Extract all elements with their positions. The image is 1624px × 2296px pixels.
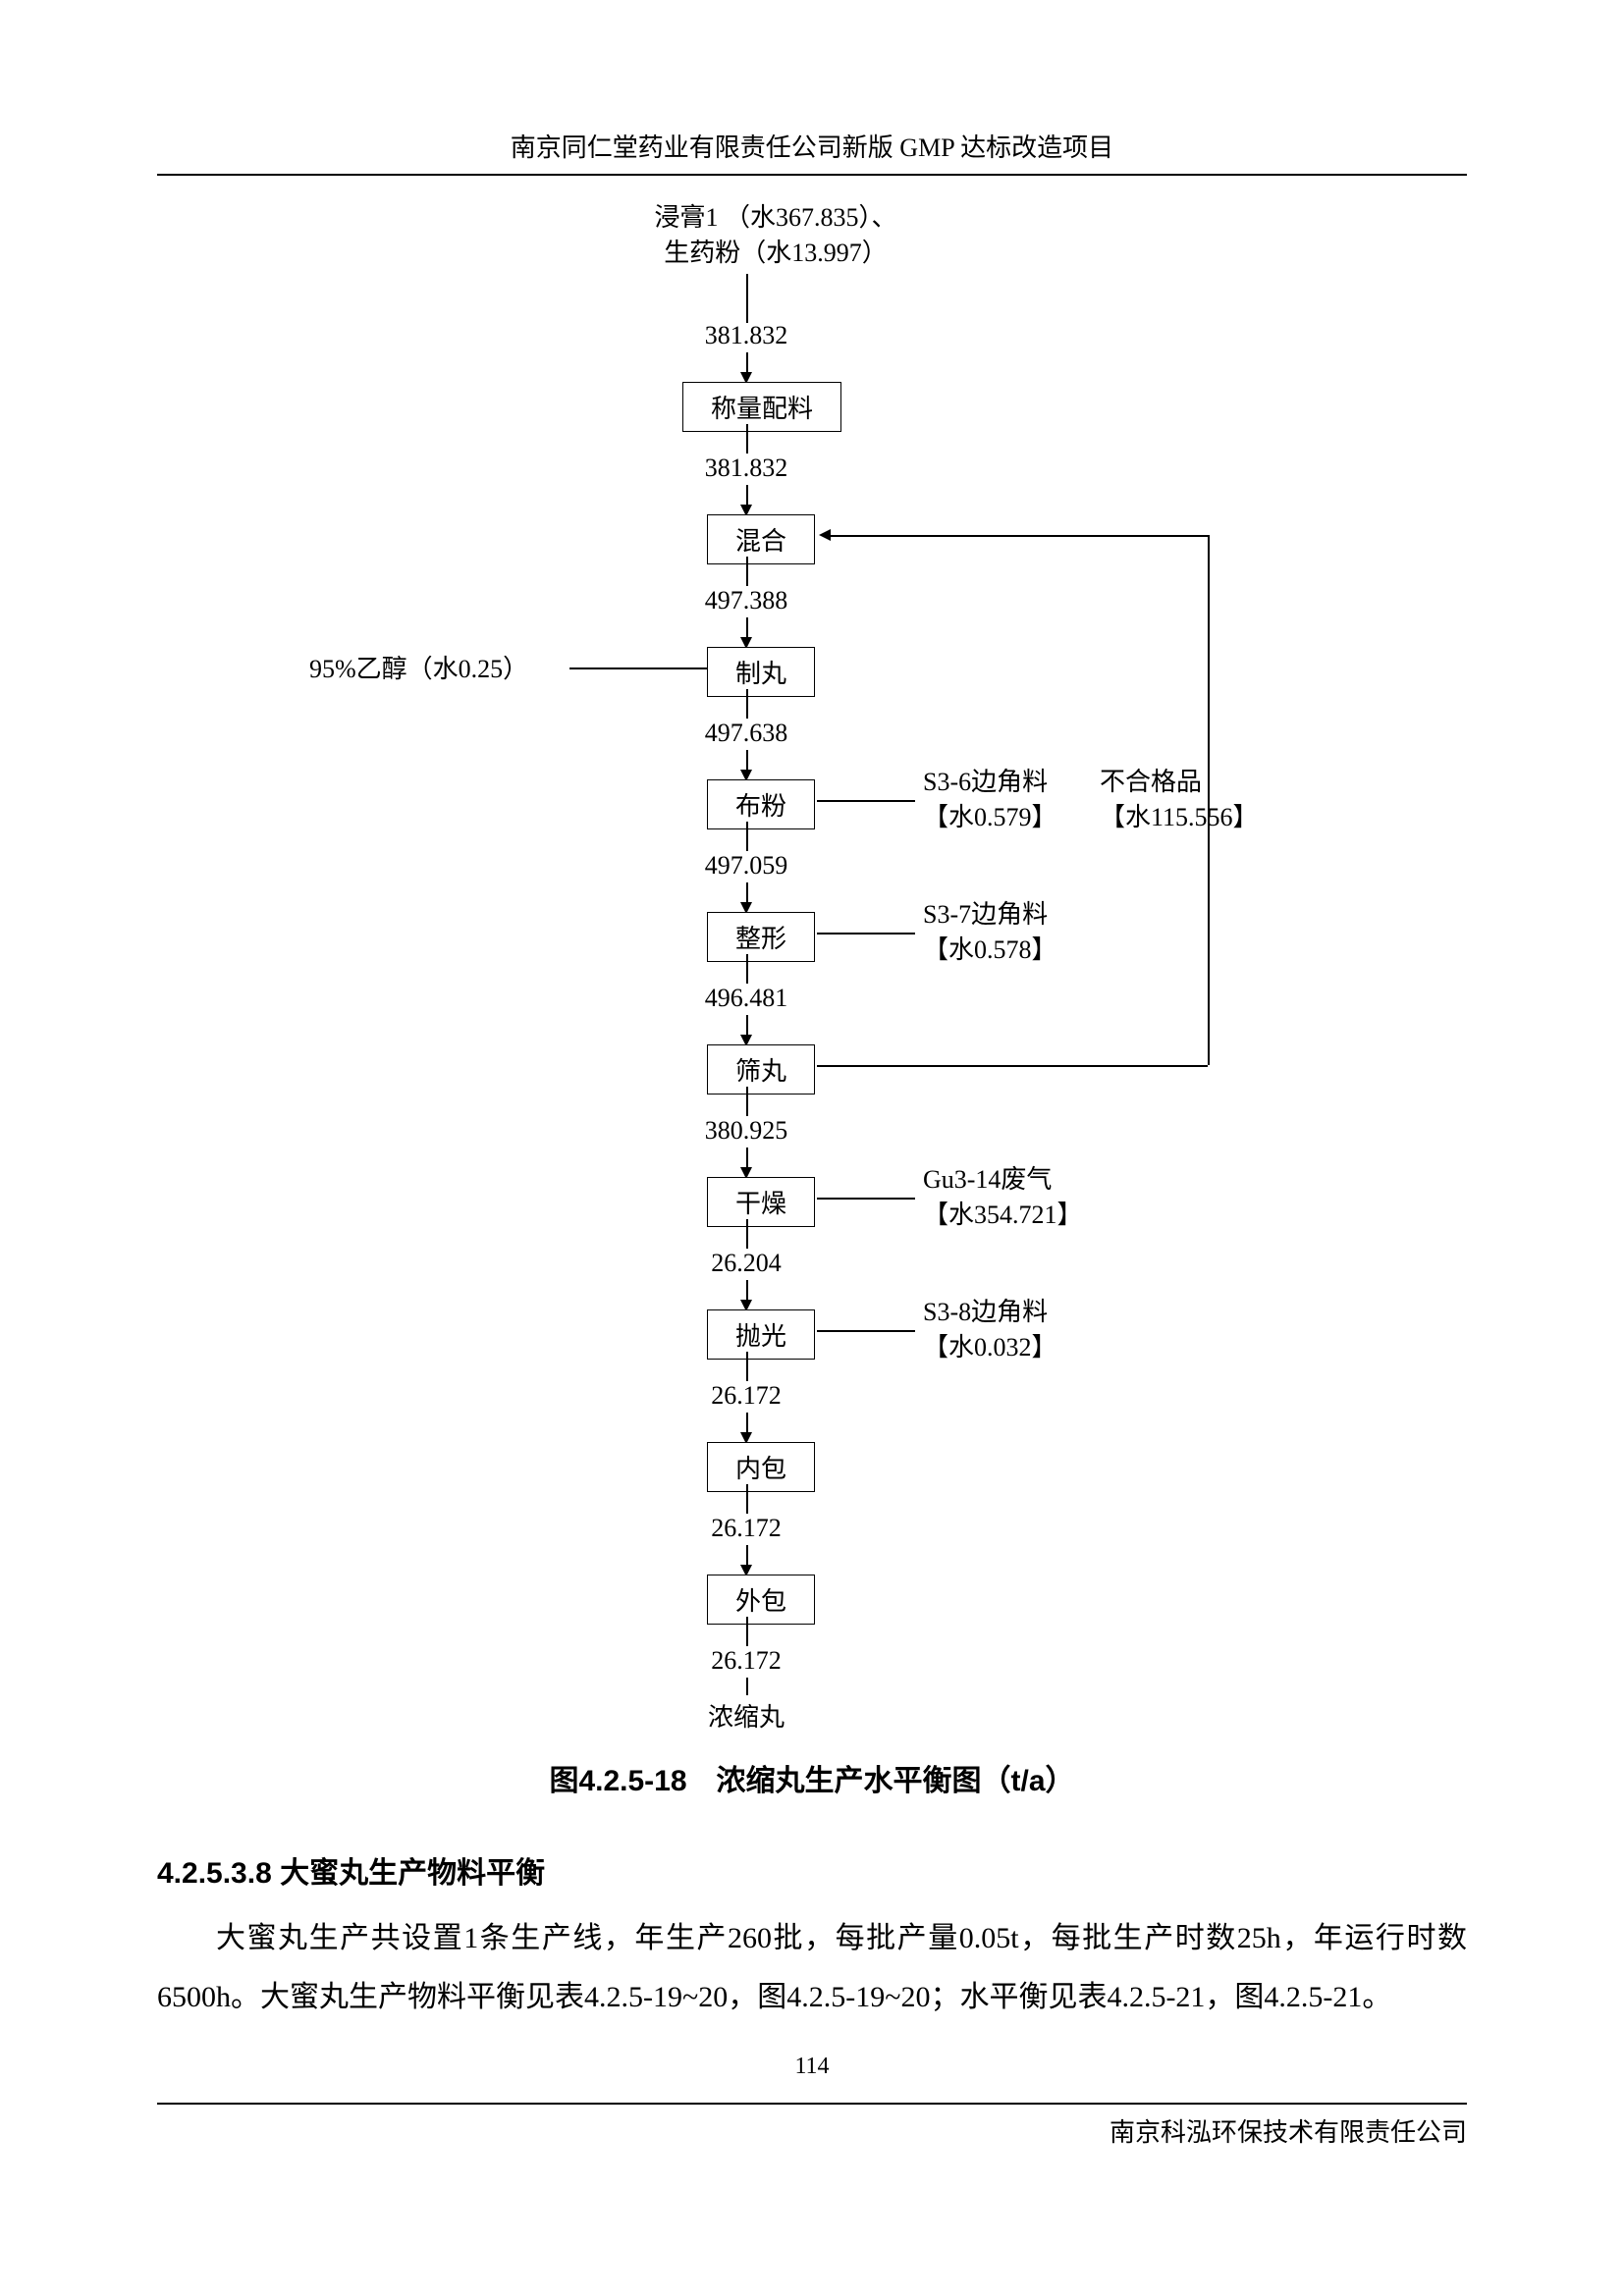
side-line2: 【水0.032】 [923, 1333, 1057, 1362]
flow-line [746, 485, 748, 507]
flow-line [746, 1484, 748, 1514]
flow-line [746, 1545, 748, 1567]
flow-node-shape: 整形 [707, 912, 815, 962]
flow-value: 497.388 [687, 586, 805, 615]
flow-line [746, 617, 748, 639]
flow-value: 381.832 [687, 454, 805, 483]
flowchart: 浸膏1 （水367.835）、 生药粉（水13.997） 381.832 称量配… [157, 215, 1467, 1746]
section-title: 4.2.5.3.8 大蜜丸生产物料平衡 [157, 1848, 1467, 1892]
flow-value: 26.172 [692, 1514, 800, 1543]
flow-node-mix: 混合 [707, 514, 815, 564]
flow-line [746, 557, 748, 586]
page-footer: 南京科泓环保技术有限责任公司 [157, 2103, 1467, 2149]
flow-value: 26.204 [692, 1249, 800, 1278]
side-line2: 【水115.556】 [1100, 803, 1259, 831]
flow-line [1208, 535, 1210, 1065]
flow-left-input: 95%乙醇（水0.25） [309, 652, 528, 687]
flow-line [746, 1280, 748, 1302]
flow-line [746, 424, 748, 454]
flow-side-output: Gu3-14废气 【水354.721】 [923, 1162, 1083, 1234]
flow-line [817, 800, 915, 802]
flow-line [746, 1219, 748, 1249]
flow-node-sieve: 筛丸 [707, 1044, 815, 1095]
side-line1: S3-8边角料 [923, 1298, 1048, 1326]
flow-line [746, 352, 748, 374]
flow-value: 381.832 [687, 321, 805, 350]
arrow-left-icon [819, 529, 831, 541]
side-line1: Gu3-14废气 [923, 1165, 1052, 1194]
flow-line [569, 667, 707, 669]
flow-line [746, 1352, 748, 1381]
page-number: 114 [0, 2054, 1624, 2080]
flow-output-label: 浓缩丸 [692, 1697, 800, 1734]
body-paragraph: 大蜜丸生产共设置1条生产线，年生产260批，每批产量0.05t，每批生产时数25… [157, 1909, 1467, 2027]
page: 南京同仁堂药业有限责任公司新版 GMP 达标改造项目 浸膏1 （水367.835… [0, 0, 1624, 2296]
side-line2: 【水0.579】 [923, 803, 1057, 831]
flow-line [746, 822, 748, 851]
side-line1: S3-6边角料 [923, 768, 1048, 796]
flow-line [746, 882, 748, 904]
flow-value: 497.059 [687, 851, 805, 881]
flow-line [830, 535, 1209, 537]
flow-node-pill: 制丸 [707, 647, 815, 697]
flow-node-bufen: 布粉 [707, 779, 815, 829]
flow-line [817, 1065, 1208, 1067]
flow-line [746, 1015, 748, 1037]
flow-side-output: S3-7边角料 【水0.578】 [923, 897, 1057, 969]
flow-line [746, 954, 748, 984]
flow-line [746, 689, 748, 719]
flow-node-dry: 干燥 [707, 1177, 815, 1227]
side-line1: 不合格品 [1100, 768, 1202, 796]
flow-line [746, 1087, 748, 1116]
flow-input-line2: 生药粉（水13.997） [664, 239, 888, 267]
side-line2: 【水354.721】 [923, 1201, 1083, 1229]
flow-side-output-far: 不合格品 【水115.556】 [1100, 765, 1259, 836]
flow-line [746, 1678, 748, 1695]
flow-line [817, 933, 915, 934]
flow-value: 380.925 [687, 1116, 805, 1146]
flow-node-inner-pack: 内包 [707, 1442, 815, 1492]
flow-side-output: S3-6边角料 【水0.579】 [923, 765, 1057, 836]
flow-line [746, 274, 748, 323]
flow-input-line1: 浸膏1 （水367.835）、 [654, 203, 896, 232]
page-header: 南京同仁堂药业有限责任公司新版 GMP 达标改造项目 [157, 128, 1467, 176]
side-line1: S3-7边角料 [923, 900, 1048, 929]
flow-value: 497.638 [687, 719, 805, 748]
flow-value: 26.172 [692, 1381, 800, 1411]
figure-caption: 图4.2.5-18 浓缩丸生产水平衡图（t/a） [157, 1756, 1467, 1799]
flow-node-weigh: 称量配料 [682, 382, 841, 432]
flow-input-top: 浸膏1 （水367.835）、 生药粉（水13.997） [609, 200, 943, 272]
flow-line [817, 1330, 915, 1332]
flow-side-output: S3-8边角料 【水0.032】 [923, 1295, 1057, 1366]
flow-line [817, 1198, 915, 1200]
flow-line [746, 1617, 748, 1646]
flow-line [746, 1413, 748, 1434]
flow-value: 496.481 [687, 984, 805, 1013]
flow-value: 26.172 [692, 1646, 800, 1676]
side-line2: 【水0.578】 [923, 935, 1057, 964]
flow-line [746, 750, 748, 772]
flow-line [746, 1148, 748, 1169]
flow-node-outer-pack: 外包 [707, 1575, 815, 1625]
flow-node-polish: 抛光 [707, 1309, 815, 1360]
